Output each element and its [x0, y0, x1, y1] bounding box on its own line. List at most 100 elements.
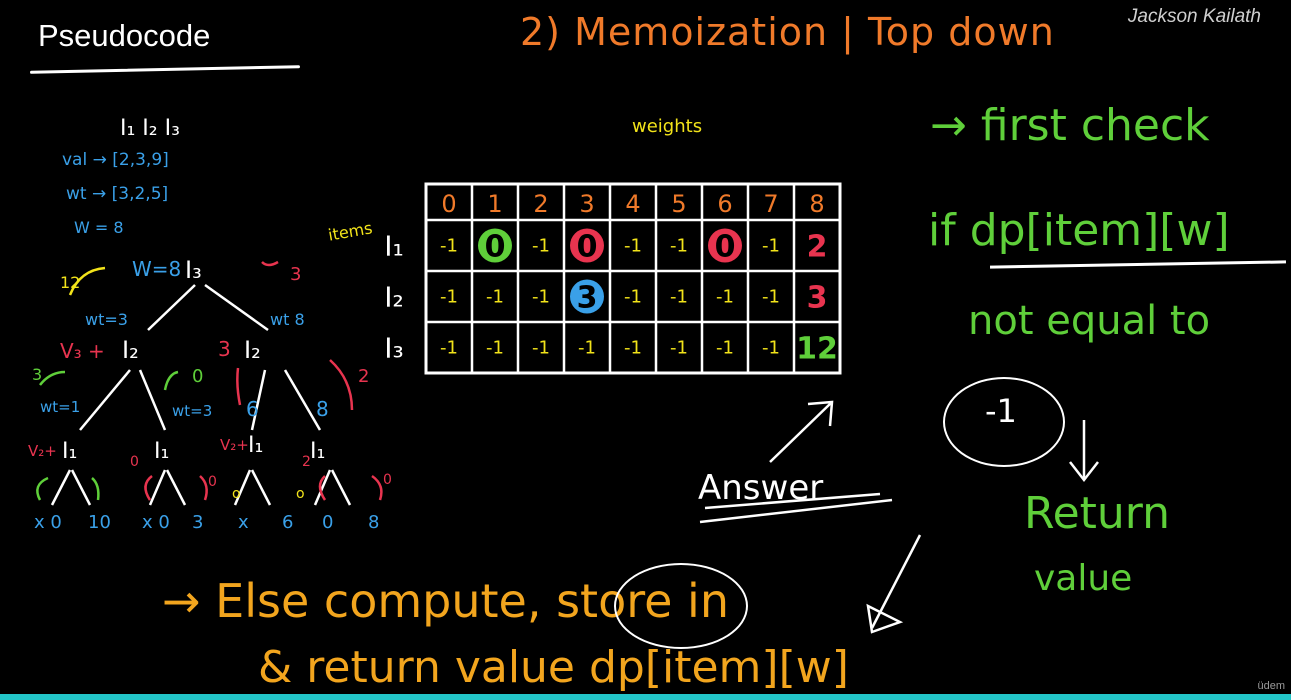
weights-array: wt → [3,2,5]	[66, 184, 169, 204]
tree-leaf-2a: x 0	[142, 512, 170, 533]
table-cell: 0	[577, 230, 598, 265]
tree-leaf-1a: x 0	[34, 512, 62, 533]
tree-leaf-3-dot: o	[232, 486, 241, 502]
table-col-header: 1	[487, 190, 502, 218]
tree-leaf-2-mark: 0	[208, 474, 217, 490]
tree-leaf-4-dot: o	[296, 486, 305, 502]
tree-l3-4-item: I₁	[310, 439, 325, 464]
tree-l3-4-prefix: 2	[302, 454, 311, 470]
tree-l2-left-val: 3	[32, 365, 42, 384]
table-cell: -1	[624, 236, 642, 257]
tree-l3-2-prefix: 0	[130, 454, 139, 470]
answer-label: Answer	[698, 468, 824, 508]
table-cell: -1	[624, 338, 642, 359]
tree-l2-right-prefix: 3	[218, 337, 231, 361]
table-cell: -1	[762, 236, 780, 257]
table-col-header: 6	[717, 190, 732, 218]
tree-l2-mid-edge: wt=3	[172, 402, 212, 420]
udemy-watermark: üdem	[1257, 680, 1285, 692]
table-cell: -1	[532, 338, 550, 359]
tree-root-right-edge: wt 8	[270, 310, 305, 329]
tree-l2-right-edge-b: 8	[316, 397, 329, 421]
minus-one-circle	[943, 377, 1065, 467]
table-cell: -1	[670, 287, 688, 308]
table-highlight-dot	[478, 228, 512, 263]
table-cell: 12	[796, 332, 838, 367]
if-check-note: if dp[item][w]	[928, 205, 1230, 256]
table-cell: -1	[440, 338, 458, 359]
table-highlight-dot	[708, 228, 742, 263]
weights-label: weights	[632, 116, 703, 137]
table-col-header: 8	[809, 190, 824, 218]
table-cell: -1	[578, 338, 596, 359]
table-cell: -1	[670, 338, 688, 359]
table-cell: -1	[486, 287, 504, 308]
table-cell: -1	[532, 236, 550, 257]
tree-leaf-3b: 6	[282, 512, 293, 533]
tree-l2-right-edge-a: 6	[246, 397, 259, 421]
tree-leaf-4-mark: 0	[383, 472, 392, 488]
table-col-header: 2	[533, 190, 548, 218]
return-value-note: & return value dp[item][w]	[258, 642, 849, 693]
table-highlight-dot	[570, 228, 604, 263]
tree-leaf-1b: 10	[88, 512, 111, 533]
tree-l2-mid-val: 0	[192, 366, 203, 387]
store-circle	[614, 563, 748, 649]
recursion-tree: W=8 I₃ 12 3 wt=3 wt 8 V₃ + I₂ 3 I₂ 3 0 2…	[28, 256, 392, 533]
minus-one-value: -1	[985, 392, 1017, 430]
table-col-header: 7	[763, 190, 778, 218]
table-cell: -1	[716, 287, 734, 308]
table-row-label: I₂	[384, 281, 403, 314]
table-cell: -1	[440, 236, 458, 257]
table-cell: 2	[807, 230, 828, 265]
tree-leaf-4a: 0	[322, 512, 333, 533]
table-cell: -1	[716, 338, 734, 359]
slide-title: Pseudocode	[38, 18, 211, 53]
table-cell: -1	[670, 236, 688, 257]
author-watermark: Jackson Kailath	[1127, 6, 1261, 27]
tree-leaf-4b: 8	[368, 512, 379, 533]
table-col-header: 5	[671, 190, 686, 218]
tree-l2-right-val: 2	[358, 366, 369, 387]
table-cell: -1	[440, 287, 458, 308]
tree-root-left-edge: wt=3	[85, 310, 128, 329]
table-cell: -1	[532, 287, 550, 308]
tree-leaf-2b: 3	[192, 512, 203, 533]
tree-root-item: I₃	[185, 256, 202, 284]
tree-leaf-3a: x	[238, 512, 249, 533]
value-note: value	[1034, 558, 1133, 599]
table-cell: -1	[624, 287, 642, 308]
table-cell: 3	[577, 281, 598, 316]
tree-l2-left-edge: wt=1	[40, 398, 80, 416]
tree-l3-1-item: I₁	[62, 439, 77, 464]
tree-l3-3-item: I₁	[248, 433, 263, 458]
return-note: Return	[1024, 488, 1171, 539]
table-cell: -1	[762, 287, 780, 308]
table-col-header: 4	[625, 190, 640, 218]
not-equal-note: not equal to	[968, 298, 1211, 344]
tree-root-right-val: 3	[290, 264, 301, 285]
table-border	[424, 182, 842, 375]
table-col-header: 0	[441, 190, 456, 218]
section-heading: 2) Memoization | Top down	[520, 10, 1055, 54]
tree-l3-2-item: I₁	[154, 439, 169, 464]
tree-l2-left-item: I₂	[122, 336, 139, 364]
values-array: val → [2,3,9]	[62, 150, 169, 170]
tree-l3-1-prefix: V₂+	[28, 442, 57, 460]
tree-root-capacity: W=8	[132, 257, 181, 281]
table-cell: -1	[762, 338, 780, 359]
tree-l3-3-prefix: V₂+	[220, 436, 249, 454]
table-col-header: 3	[579, 190, 594, 218]
tree-root-left-val: 12	[60, 273, 80, 292]
table-cell: 0	[485, 230, 506, 265]
first-check-note: → first check	[930, 100, 1210, 151]
table-row-label: I₃	[384, 332, 403, 365]
tree-l2-right-item: I₂	[244, 336, 261, 364]
tree-l2-left-prefix: V₃ +	[60, 339, 105, 363]
item-names: I₁ I₂ I₃	[120, 116, 180, 141]
table-cell: 0	[715, 230, 736, 265]
table-highlight-dot	[570, 279, 604, 314]
table-cell: -1	[486, 338, 504, 359]
